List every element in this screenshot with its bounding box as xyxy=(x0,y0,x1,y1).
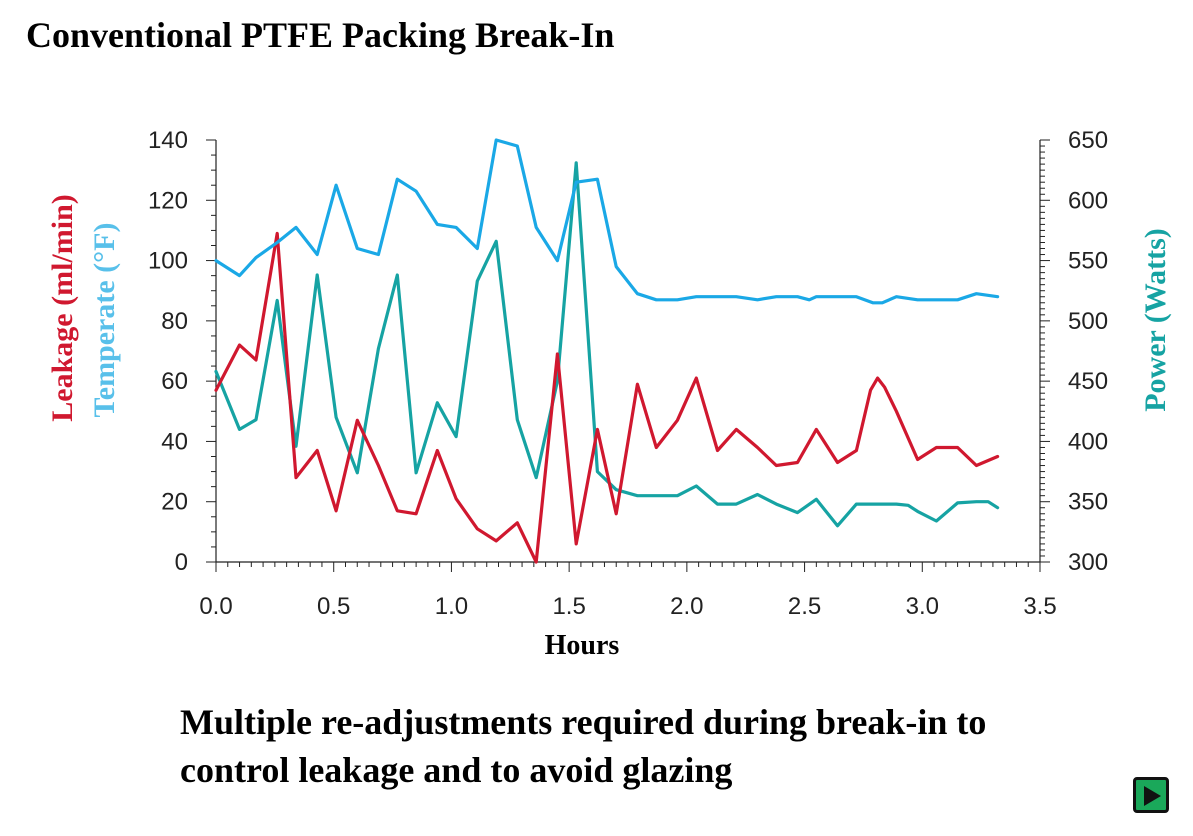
x-tick-label: 3.0 xyxy=(906,593,939,620)
y-left-tick-label: 20 xyxy=(161,489,188,516)
x-tick-label: 2.5 xyxy=(788,593,821,620)
y-left-tick-label: 140 xyxy=(148,127,188,154)
series-line-temperature xyxy=(214,138,1000,305)
y-right-tick-label: 400 xyxy=(1068,428,1108,455)
next-slide-button[interactable] xyxy=(1133,777,1169,813)
slide-title: Conventional PTFE Packing Break-In xyxy=(26,15,615,55)
play-icon xyxy=(1144,786,1161,806)
y-right-tick-label: 500 xyxy=(1068,308,1108,335)
y-left-tick-label: 120 xyxy=(148,187,188,214)
x-tick-label: 3.5 xyxy=(1023,593,1056,620)
x-tick-label: 0.0 xyxy=(199,593,232,620)
y-left-tick-label: 0 xyxy=(175,549,188,576)
y-right-tick-label: 650 xyxy=(1068,127,1108,154)
slide-caption: Multiple re-adjustments required during … xyxy=(180,702,987,790)
chart: 0 20 40 60 80 100 120 140 300 350 400 450 500 550 600 6… xyxy=(46,127,1172,661)
plot-area: 0 20 40 60 80 100 120 140 300 350 400 450 500 550 600 6… xyxy=(46,127,1172,661)
x-tick-label: 1.0 xyxy=(435,593,468,620)
y-left-title-leakage: Leakage (ml/min) xyxy=(46,194,79,421)
series-line-power xyxy=(214,161,1000,528)
y-right-tick-label: 600 xyxy=(1068,187,1108,214)
x-tick-label: 1.5 xyxy=(552,593,585,620)
y-right-tick-label: 450 xyxy=(1068,368,1108,395)
x-tick-label: 0.5 xyxy=(317,593,350,620)
y-right-tick-label: 350 xyxy=(1068,489,1108,516)
y-left-tick-label: 40 xyxy=(161,428,188,455)
x-tick-label: 2.0 xyxy=(670,593,703,620)
y-left-tick-label: 100 xyxy=(148,248,188,275)
x-axis-title: Hours xyxy=(545,630,620,661)
y-left-tick-label: 80 xyxy=(161,308,188,335)
y-right-tick-label: 300 xyxy=(1068,549,1108,576)
y-right-title-power: Power (Watts) xyxy=(1139,228,1172,412)
y-left-title-temperature: Temperate (°F) xyxy=(88,223,121,418)
series-line-leakage xyxy=(214,231,1000,564)
y-left-tick-label: 60 xyxy=(161,368,188,395)
y-right-tick-label: 550 xyxy=(1068,248,1108,275)
